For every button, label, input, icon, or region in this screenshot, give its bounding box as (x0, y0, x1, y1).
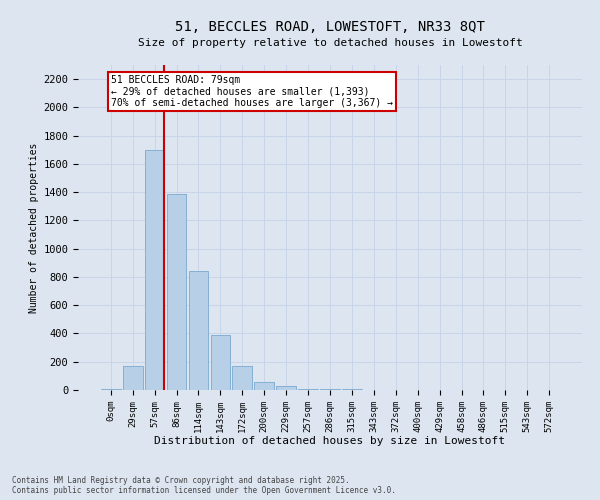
Text: Contains HM Land Registry data © Crown copyright and database right 2025.: Contains HM Land Registry data © Crown c… (12, 476, 350, 485)
Bar (298, 388, 318, 390)
Bar (211, 335, 230, 390)
Bar (188, 272, 208, 390)
Bar (145, 150, 164, 390)
Y-axis label: Number of detached properties: Number of detached properties (29, 142, 39, 312)
Bar (276, 386, 296, 390)
Bar (123, 366, 143, 390)
Bar (254, 382, 274, 390)
Bar (320, 388, 340, 390)
Bar (101, 388, 121, 390)
X-axis label: Distribution of detached houses by size in Lowestoft: Distribution of detached houses by size … (155, 436, 505, 446)
Text: 51, BECCLES ROAD, LOWESTOFT, NR33 8QT: 51, BECCLES ROAD, LOWESTOFT, NR33 8QT (175, 20, 485, 34)
Text: Contains public sector information licensed under the Open Government Licence v3: Contains public sector information licen… (12, 486, 396, 495)
Bar (167, 194, 187, 390)
Text: Size of property relative to detached houses in Lowestoft: Size of property relative to detached ho… (137, 38, 523, 48)
Text: 51 BECCLES ROAD: 79sqm
← 29% of detached houses are smaller (1,393)
70% of semi-: 51 BECCLES ROAD: 79sqm ← 29% of detached… (111, 75, 393, 108)
Bar (232, 366, 252, 390)
Bar (342, 388, 362, 390)
